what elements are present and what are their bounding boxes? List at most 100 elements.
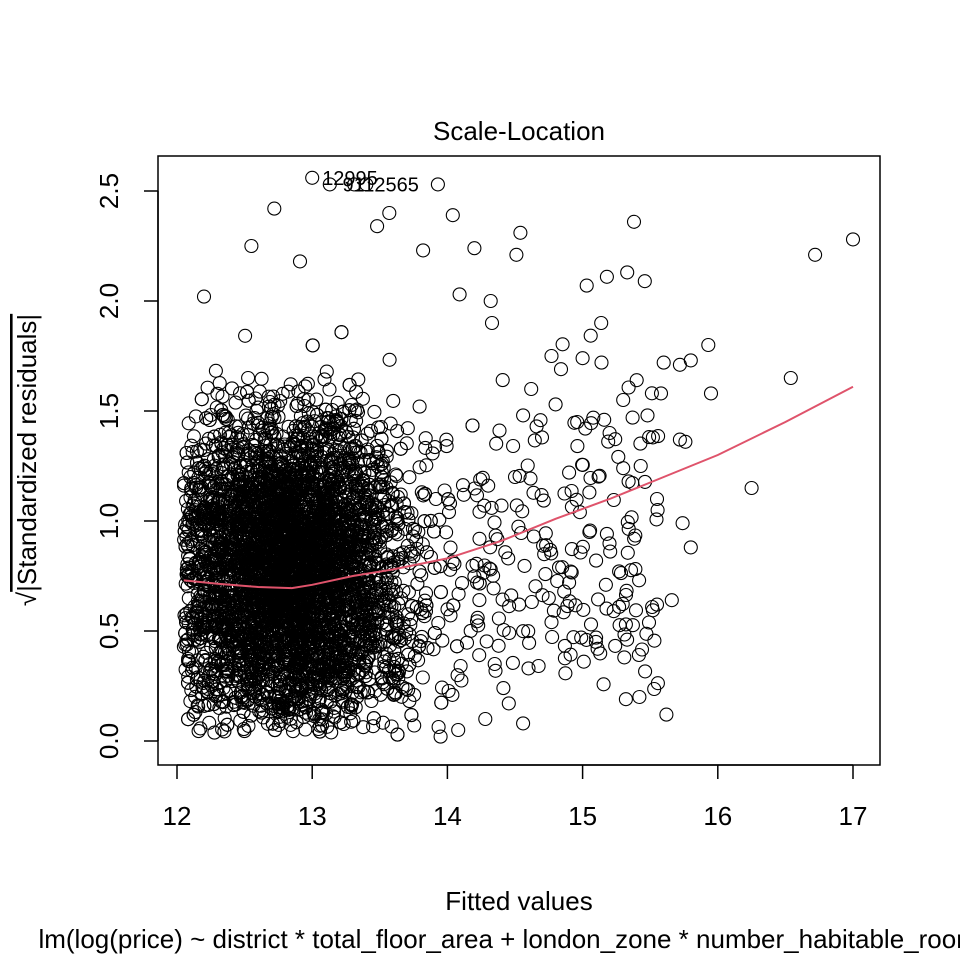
data-point bbox=[343, 558, 358, 573]
data-point bbox=[342, 527, 357, 542]
data-point bbox=[216, 654, 231, 669]
data-point bbox=[283, 717, 298, 732]
data-point bbox=[181, 416, 196, 431]
data-point bbox=[387, 643, 402, 658]
data-point bbox=[381, 580, 397, 595]
data-point bbox=[354, 479, 369, 495]
data-point bbox=[297, 398, 312, 414]
data-point bbox=[210, 524, 225, 539]
data-point bbox=[425, 446, 440, 461]
data-point bbox=[348, 540, 363, 555]
data-point bbox=[208, 438, 223, 453]
data-point bbox=[279, 709, 294, 724]
data-point bbox=[321, 411, 336, 426]
data-point bbox=[326, 531, 341, 546]
data-point bbox=[241, 393, 256, 408]
data-point bbox=[314, 682, 329, 697]
data-point bbox=[220, 717, 235, 732]
data-point bbox=[409, 533, 424, 548]
data-point bbox=[179, 445, 194, 461]
data-point bbox=[411, 639, 426, 654]
data-point bbox=[217, 549, 232, 564]
data-point bbox=[304, 539, 319, 554]
data-point bbox=[275, 667, 290, 682]
data-point bbox=[309, 429, 324, 445]
data-point bbox=[178, 662, 193, 677]
data-point bbox=[294, 458, 309, 473]
data-point bbox=[254, 451, 269, 466]
data-point bbox=[211, 533, 226, 548]
data-point bbox=[266, 389, 281, 404]
data-point bbox=[366, 719, 381, 734]
data-point bbox=[209, 682, 224, 697]
data-point bbox=[414, 485, 429, 500]
data-point bbox=[189, 679, 204, 694]
data-point bbox=[219, 605, 234, 620]
data-point bbox=[298, 705, 314, 720]
data-point bbox=[241, 370, 256, 386]
data-point bbox=[381, 507, 396, 522]
data-point bbox=[431, 615, 446, 631]
data-point bbox=[427, 625, 442, 641]
data-point bbox=[347, 467, 362, 482]
data-point bbox=[345, 441, 361, 456]
data-point bbox=[184, 438, 199, 453]
data-point bbox=[305, 338, 320, 353]
data-point bbox=[333, 614, 348, 629]
data-point bbox=[224, 381, 240, 396]
data-point bbox=[415, 670, 430, 685]
data-point bbox=[345, 632, 360, 647]
data-point bbox=[375, 715, 391, 730]
data-point bbox=[274, 596, 289, 611]
data-point bbox=[437, 483, 452, 498]
data-point bbox=[208, 363, 223, 378]
data-point bbox=[356, 720, 371, 735]
data-point bbox=[292, 561, 307, 576]
data-point bbox=[191, 724, 206, 739]
data-point bbox=[241, 718, 256, 733]
data-point bbox=[353, 445, 368, 460]
data-point bbox=[404, 708, 419, 723]
data-point bbox=[307, 414, 322, 429]
data-point bbox=[265, 716, 280, 731]
data-point bbox=[355, 391, 370, 406]
data-point bbox=[387, 659, 402, 675]
data-point bbox=[193, 552, 208, 567]
data-point bbox=[270, 637, 285, 652]
data-point bbox=[330, 495, 346, 510]
data-point bbox=[366, 711, 381, 726]
data-point bbox=[405, 529, 421, 544]
data-point bbox=[176, 476, 192, 491]
data-point bbox=[355, 537, 370, 553]
data-point bbox=[362, 488, 377, 503]
data-point bbox=[257, 557, 272, 572]
data-point bbox=[426, 524, 442, 539]
data-point bbox=[226, 455, 241, 470]
data-point bbox=[356, 569, 371, 584]
data-point bbox=[194, 392, 209, 407]
data-point bbox=[439, 432, 454, 447]
data-point bbox=[211, 654, 226, 669]
data-point bbox=[179, 493, 194, 508]
data-point bbox=[261, 452, 276, 467]
data-point bbox=[233, 583, 248, 598]
data-point bbox=[431, 719, 446, 735]
data-point bbox=[386, 393, 401, 408]
data-point bbox=[183, 694, 198, 709]
data-point bbox=[338, 610, 353, 626]
data-point bbox=[434, 680, 450, 695]
data-point bbox=[310, 443, 325, 458]
data-point bbox=[214, 465, 229, 481]
data-point bbox=[419, 545, 434, 560]
data-point bbox=[353, 464, 368, 479]
data-point bbox=[181, 669, 196, 684]
data-point bbox=[407, 522, 422, 537]
data-point bbox=[236, 560, 251, 575]
data-point bbox=[299, 591, 314, 606]
data-point bbox=[322, 382, 337, 397]
data-point bbox=[196, 582, 211, 598]
data-point bbox=[369, 499, 384, 514]
data-point bbox=[343, 412, 358, 428]
data-point bbox=[345, 613, 360, 628]
